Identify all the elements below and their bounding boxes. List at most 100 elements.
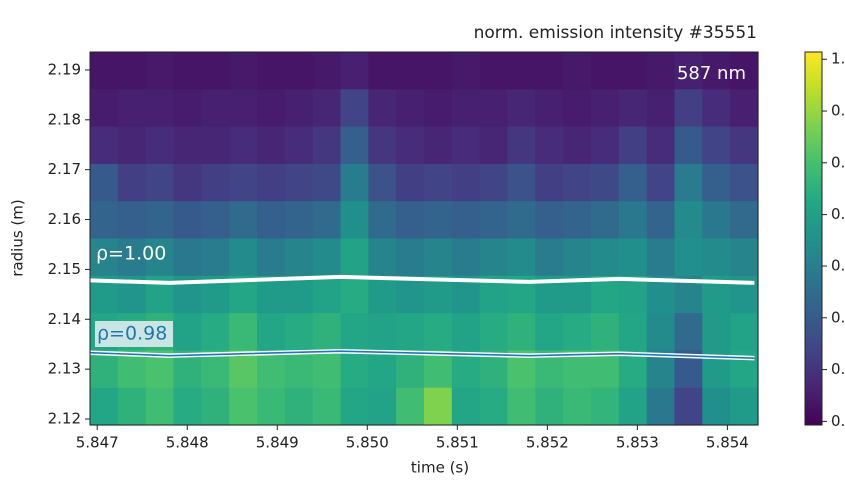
heatmap-cell bbox=[201, 387, 230, 426]
heatmap-cell bbox=[424, 275, 453, 314]
heatmap-cell bbox=[618, 313, 648, 351]
heatmap-cell bbox=[90, 52, 119, 90]
heatmap-cell bbox=[312, 163, 342, 202]
heatmap-cell bbox=[535, 387, 564, 426]
heatmap-cell bbox=[117, 163, 147, 202]
heatmap-cell bbox=[257, 52, 286, 90]
y-tick-label: 2.19 bbox=[48, 60, 81, 78]
heatmap-cell bbox=[117, 126, 147, 165]
heatmap-cell bbox=[730, 163, 759, 202]
heatmap-cell bbox=[396, 126, 425, 165]
heatmap-cell bbox=[201, 238, 230, 277]
heatmap-cell bbox=[479, 126, 509, 165]
heatmap-cell bbox=[730, 201, 759, 240]
heatmap-cell bbox=[229, 238, 258, 277]
plot-frame bbox=[89, 51, 759, 426]
heatmap-cell bbox=[368, 52, 397, 90]
heatmap-cell bbox=[284, 201, 314, 240]
heatmap-cell bbox=[591, 350, 620, 389]
heatmap-cell bbox=[702, 126, 731, 165]
heatmap-cell bbox=[368, 89, 397, 128]
heatmap-cell bbox=[507, 387, 536, 426]
heatmap-cell bbox=[702, 238, 731, 277]
heatmap-cell bbox=[535, 238, 564, 277]
heatmap-cell bbox=[702, 387, 731, 426]
heatmap-cell bbox=[535, 201, 564, 240]
heatmap-cell bbox=[257, 163, 286, 202]
heatmap-cell bbox=[396, 387, 425, 426]
heatmap-cell bbox=[563, 163, 592, 202]
heatmap-cell bbox=[396, 350, 425, 389]
heatmap-cell bbox=[396, 238, 425, 277]
x-tick-label: 5.853 bbox=[616, 434, 659, 452]
heatmap-cell bbox=[424, 238, 453, 277]
line-label: ρ=0.98 bbox=[97, 323, 167, 345]
heatmap-cell bbox=[702, 163, 731, 202]
heatmap-cell bbox=[730, 126, 759, 165]
heatmap-cell bbox=[173, 313, 202, 351]
heatmap-cell bbox=[229, 313, 258, 351]
colorbar-tick-label: 0.9 bbox=[831, 102, 845, 120]
heatmap-cell bbox=[424, 163, 453, 202]
heatmap-cell bbox=[396, 313, 425, 351]
y-tick-label: 2.14 bbox=[48, 310, 81, 328]
heatmap-cell bbox=[312, 350, 342, 389]
heatmap-cell bbox=[229, 126, 258, 165]
heatmap-cell bbox=[702, 89, 731, 128]
chart-title: norm. emission intensity #35551 bbox=[474, 23, 757, 43]
heatmap-cell bbox=[424, 387, 453, 426]
heatmap-cell bbox=[591, 387, 620, 426]
heatmap-cell bbox=[340, 350, 369, 389]
heatmap-cell bbox=[201, 89, 230, 128]
heatmap-cell bbox=[284, 387, 314, 426]
heatmap-cell bbox=[312, 89, 342, 128]
heatmap-cell bbox=[340, 275, 369, 314]
heatmap-cell bbox=[674, 238, 703, 277]
heatmap-cell bbox=[312, 126, 342, 165]
heatmap-cell bbox=[451, 126, 481, 165]
heatmap-cell bbox=[257, 89, 286, 128]
heatmap-cell bbox=[591, 126, 620, 165]
heatmap-cell bbox=[117, 52, 147, 90]
heatmap-cell bbox=[618, 387, 648, 426]
heatmap-cell bbox=[535, 163, 564, 202]
heatmap-cell bbox=[591, 313, 620, 351]
y-axis-label: radius (m) bbox=[9, 199, 27, 276]
heatmap-cell bbox=[451, 350, 481, 389]
heatmap-cell bbox=[646, 313, 676, 351]
heatmap-cell bbox=[674, 313, 703, 351]
heatmap-cell bbox=[90, 350, 119, 389]
heatmap-cell bbox=[674, 201, 703, 240]
heatmap-cell bbox=[479, 238, 509, 277]
heatmap-cell bbox=[340, 89, 369, 128]
heatmap-cell bbox=[479, 313, 509, 351]
heatmap-cell bbox=[229, 350, 258, 389]
heatmap-cell bbox=[284, 313, 314, 351]
heatmap-cell bbox=[117, 387, 147, 426]
heatmap-cell bbox=[507, 238, 536, 277]
heatmap-cell bbox=[618, 275, 648, 314]
heatmap-cell bbox=[340, 238, 369, 277]
heatmap-cell bbox=[618, 126, 648, 165]
heatmap-cell bbox=[424, 52, 453, 90]
line-label: ρ=1.00 bbox=[96, 243, 166, 265]
heatmap-cell bbox=[145, 89, 175, 128]
heatmap-cell bbox=[145, 163, 175, 202]
heatmap-cell bbox=[145, 238, 175, 277]
colorbar-tick-label: 1.0 bbox=[831, 50, 845, 68]
x-tick-label: 5.852 bbox=[526, 434, 569, 452]
heatmap-cell bbox=[173, 238, 202, 277]
colorbar-tick-label: 0.0 bbox=[831, 412, 845, 430]
heatmap-cell bbox=[257, 350, 286, 389]
heatmap-cell bbox=[563, 52, 592, 90]
heatmap-cell bbox=[173, 387, 202, 426]
heatmap-cell bbox=[646, 163, 676, 202]
heatmap-cell bbox=[340, 126, 369, 165]
heatmap-cell bbox=[618, 350, 648, 389]
heatmap-cell bbox=[591, 238, 620, 277]
heatmap-cell bbox=[424, 350, 453, 389]
heatmap-cell bbox=[618, 89, 648, 128]
heatmap-cell bbox=[507, 313, 536, 351]
y-tick-label: 2.17 bbox=[48, 160, 81, 178]
